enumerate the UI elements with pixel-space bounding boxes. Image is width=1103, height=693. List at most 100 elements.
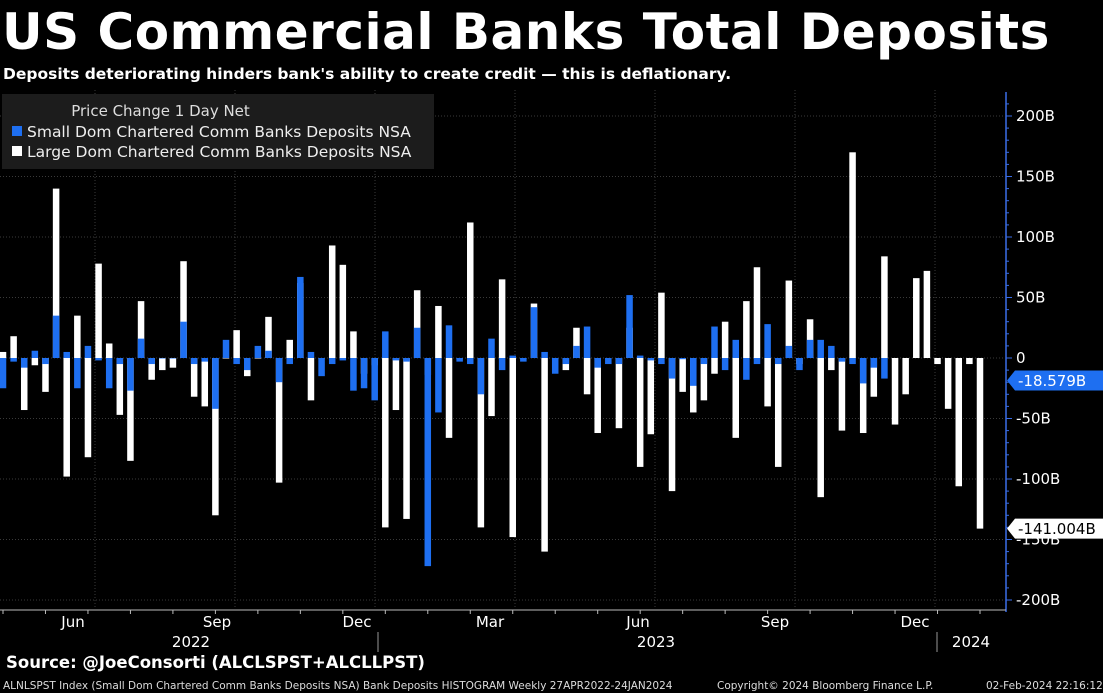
bar-small-banks (20, 358, 28, 368)
bar-small-banks (690, 358, 697, 386)
y-tick-label: 50B (1016, 289, 1045, 307)
bar-small-banks (233, 358, 240, 365)
bar-large-banks (774, 358, 782, 467)
bar-small-banks (148, 358, 155, 365)
bar-small-banks (594, 358, 601, 368)
bar-small-banks (42, 358, 49, 365)
bar-small-banks (254, 345, 262, 358)
legend: Price Change 1 Day Net Small Dom Charter… (2, 94, 434, 169)
bar-small-banks (222, 339, 230, 358)
bar-large-banks (307, 358, 315, 401)
x-year-label: 2023 (637, 633, 675, 651)
bar-small-banks (785, 345, 793, 358)
bar-large-banks (838, 358, 846, 431)
bar-large-banks (753, 267, 761, 358)
bar-small-banks (10, 358, 17, 362)
bar-large-banks (403, 358, 410, 519)
last-value-label: -141.004B (1018, 520, 1096, 538)
last-value-box (1007, 370, 1103, 391)
last-value-label: -18.579B (1018, 372, 1086, 390)
bar-large-banks (785, 280, 793, 358)
y-tick-label: -50B (1016, 410, 1051, 428)
bar-small-banks (881, 358, 888, 379)
bar-large-banks (339, 264, 347, 358)
bar-small-banks (870, 358, 878, 368)
bar-large-banks (42, 358, 49, 392)
bar-small-banks (392, 358, 400, 361)
bar-large-banks (445, 358, 453, 438)
bar-small-banks (796, 358, 803, 371)
bar-large-banks (137, 301, 145, 358)
bar-large-banks (594, 358, 601, 434)
bar-small-banks (743, 358, 750, 380)
bar-small-banks (95, 358, 102, 361)
bar-large-banks (180, 261, 187, 358)
bar-large-banks (31, 358, 39, 366)
bar-small-banks (721, 358, 729, 371)
bar-large-banks (63, 358, 70, 477)
bar-small-banks (371, 358, 378, 401)
bar-large-banks (966, 358, 973, 365)
footer-timestamp: 02-Feb-2024 22:16:12 (986, 680, 1103, 692)
bar-large-banks (711, 358, 718, 374)
bar-large-banks (679, 358, 686, 392)
bar-small-banks (562, 358, 570, 365)
bar-small-banks (615, 358, 623, 365)
bar-large-banks (477, 358, 485, 528)
bar-small-banks (509, 355, 516, 358)
bar-small-banks (658, 358, 665, 365)
bar-small-banks (498, 358, 506, 371)
bar-large-banks (286, 339, 293, 358)
last-value-callout: -141.004B (1007, 518, 1103, 539)
chart-subtitle: Deposits deteriorating hinders bank's ab… (3, 65, 732, 83)
bar-small-banks (339, 358, 347, 361)
bar-large-banks (583, 358, 591, 395)
bar-small-banks (753, 358, 761, 365)
bar-small-banks (530, 307, 538, 358)
y-tick-label: 150B (1016, 168, 1055, 186)
bar-small-banks (63, 351, 70, 358)
bar-small-banks (318, 358, 325, 377)
bar-large-banks (955, 358, 963, 487)
bar-large-banks (488, 358, 495, 417)
legend-label-large-banks: Large Dom Chartered Comm Banks Deposits … (27, 143, 412, 161)
bar-small-banks (626, 295, 633, 358)
bar-large-banks (328, 245, 336, 358)
bar-small-banks (435, 358, 442, 413)
x-month-label: Mar (476, 613, 505, 631)
bar-large-banks (934, 358, 941, 365)
bar-large-banks (233, 330, 240, 358)
bar-small-banks (806, 339, 814, 358)
bar-large-banks (413, 290, 421, 358)
x-month-label: Sep (761, 613, 789, 631)
bar-small-banks (84, 345, 92, 358)
bar-large-banks (20, 358, 28, 411)
last-value-callout: -18.579B (1007, 370, 1103, 391)
bar-small-banks (360, 358, 368, 389)
bar-large-banks (105, 343, 113, 358)
bar-large-banks (636, 358, 644, 467)
bar-small-banks (520, 358, 527, 362)
bar-large-banks (668, 358, 676, 492)
bar-large-banks (849, 152, 856, 358)
bar-large-banks (382, 358, 389, 528)
bar-small-banks (275, 358, 283, 383)
bar-large-banks (201, 358, 209, 407)
bar-large-banks (881, 256, 888, 358)
bar-small-banks (732, 339, 739, 358)
bar-small-banks (137, 338, 145, 358)
bar-small-banks (424, 358, 432, 567)
x-year-label: 2022 (172, 633, 210, 651)
x-month-label: Dec (342, 613, 371, 631)
bar-large-banks (265, 316, 272, 358)
bar-large-banks (859, 358, 867, 434)
bar-small-banks (116, 358, 124, 365)
bar-large-banks (573, 327, 580, 358)
bar-large-banks (435, 305, 442, 358)
bar-small-banks (382, 331, 389, 358)
bar-small-banks (828, 345, 835, 358)
bar-small-banks (212, 358, 219, 409)
bar-small-banks (190, 358, 198, 365)
bar-small-banks (403, 358, 410, 362)
